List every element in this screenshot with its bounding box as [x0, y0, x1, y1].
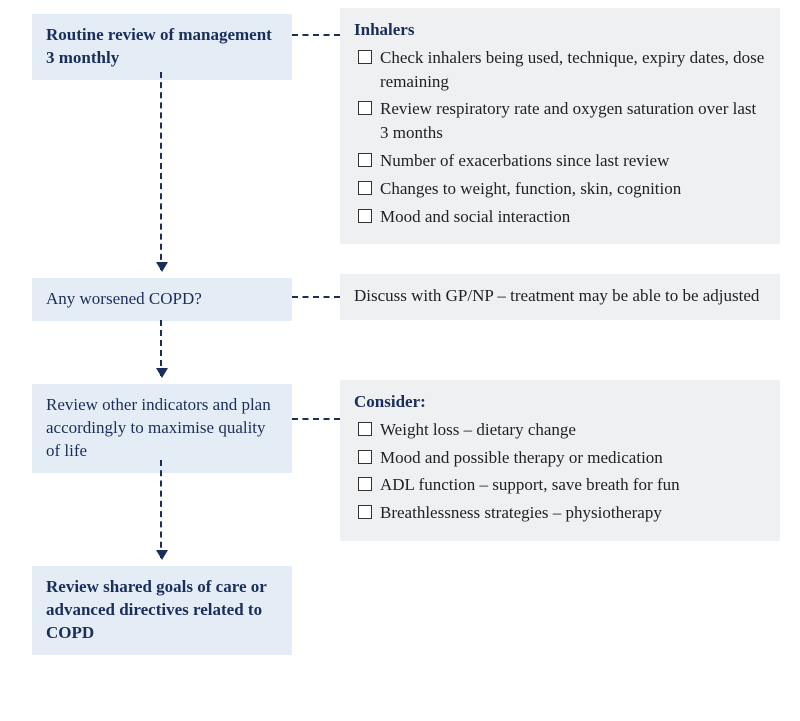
checklist-item: Mood and possible therapy or medication: [354, 446, 766, 470]
connector-arrow-down: [160, 320, 162, 376]
checklist-item: Number of exacerbations since last revie…: [354, 149, 766, 173]
right-node-1: Discuss with GP/NP – treatment may be ab…: [340, 274, 780, 320]
connector-horizontal: [292, 418, 340, 420]
connector-horizontal: [292, 34, 340, 36]
right-node-2: Consider: Weight loss – dietary change Moo…: [340, 380, 780, 541]
left-node-text: Review other indicators and plan accordi…: [46, 395, 271, 460]
checklist-item: Breathlessness strategies – physiotherap…: [354, 501, 766, 525]
checklist-item: Check inhalers being used, technique, ex…: [354, 46, 766, 94]
checklist-item: Review respiratory rate and oxygen satur…: [354, 97, 766, 145]
left-node-text: Review shared goals of care or advanced …: [46, 577, 267, 642]
connector-horizontal: [292, 296, 340, 298]
connector-arrow-down: [160, 72, 162, 270]
left-node-text: Any worsened COPD?: [46, 289, 202, 308]
connector-arrow-down: [160, 460, 162, 558]
left-node-1: Any worsened COPD?: [32, 278, 292, 321]
left-node-2: Review other indicators and plan accordi…: [32, 384, 292, 473]
checklist: Weight loss – dietary change Mood and pos…: [354, 418, 766, 525]
checklist: Check inhalers being used, technique, ex…: [354, 46, 766, 229]
right-node-header: Inhalers: [354, 18, 766, 42]
left-node-0: Routine review of management 3 monthly: [32, 14, 292, 80]
right-node-text: Discuss with GP/NP – treatment may be ab…: [354, 284, 766, 308]
checklist-item: Weight loss – dietary change: [354, 418, 766, 442]
flowchart-canvas: Routine review of management 3 monthly In…: [0, 0, 800, 721]
left-node-text: Routine review of management 3 monthly: [46, 25, 272, 67]
right-node-0: Inhalers Check inhalers being used, techn…: [340, 8, 780, 244]
checklist-item: Changes to weight, function, skin, cogni…: [354, 177, 766, 201]
checklist-item: ADL function – support, save breath for …: [354, 473, 766, 497]
right-node-header: Consider:: [354, 390, 766, 414]
left-node-3: Review shared goals of care or advanced …: [32, 566, 292, 655]
checklist-item: Mood and social interaction: [354, 205, 766, 229]
